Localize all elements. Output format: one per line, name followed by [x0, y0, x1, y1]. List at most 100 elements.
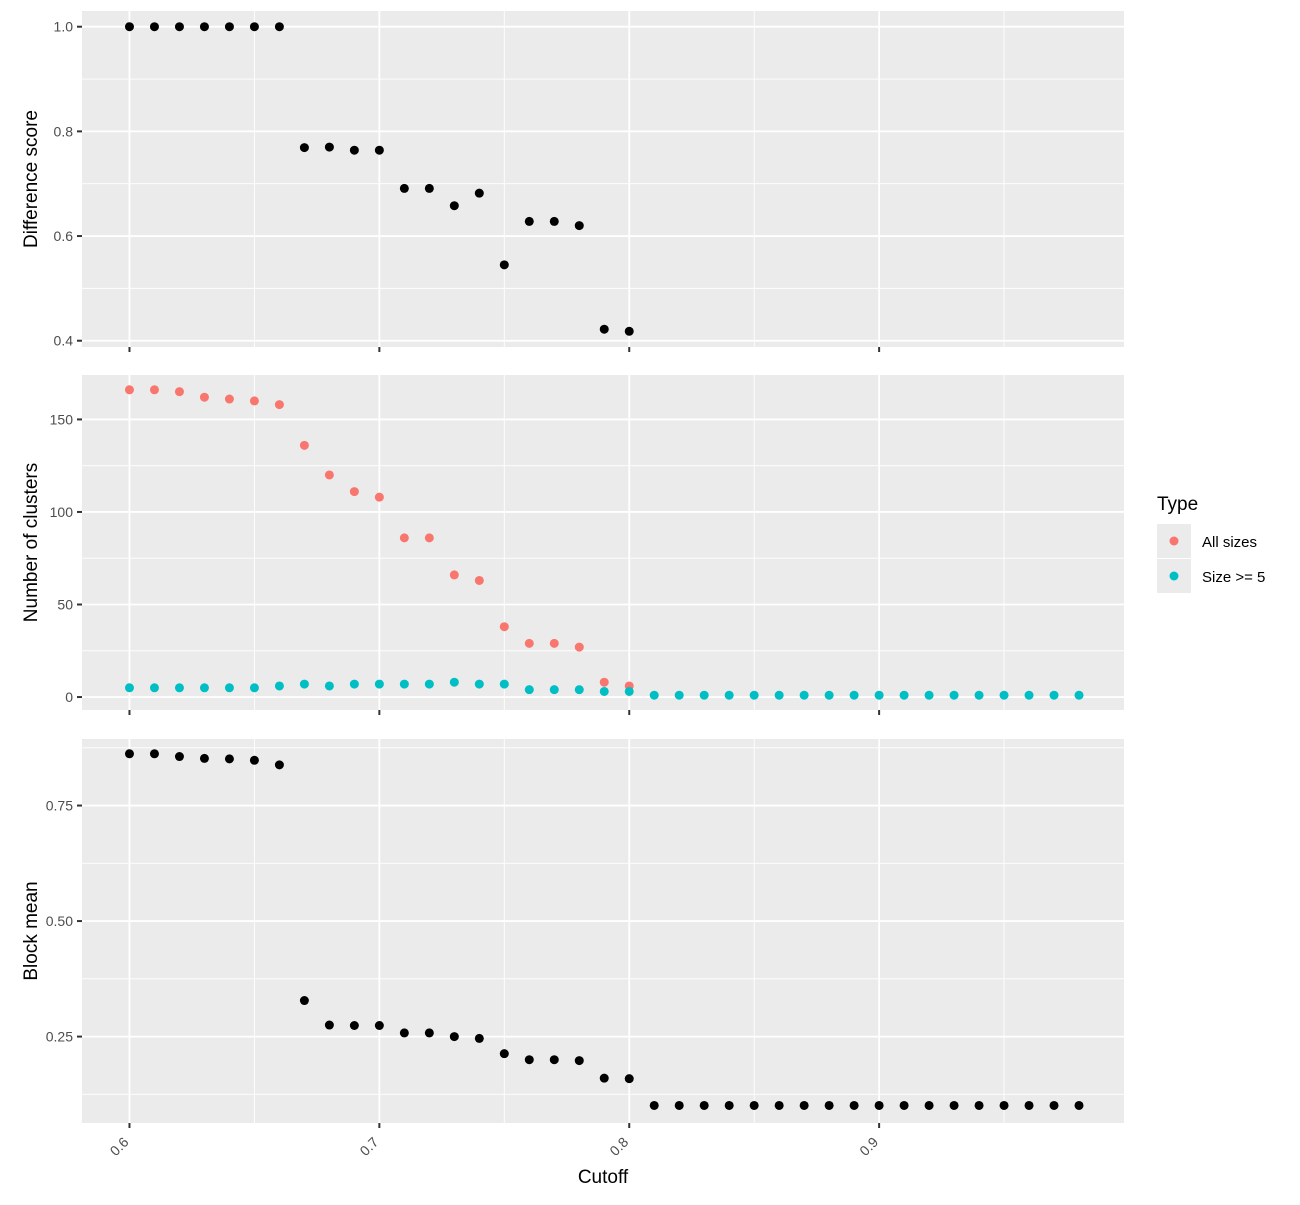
- data-point: [274, 400, 284, 410]
- data-point: [449, 570, 459, 580]
- y-tick-label: 0.6: [54, 228, 74, 244]
- data-point: [324, 470, 334, 480]
- data-point: [749, 1100, 759, 1110]
- data-point: [824, 1100, 834, 1110]
- data-point: [524, 1055, 534, 1065]
- data-point: [349, 1020, 359, 1030]
- data-point: [374, 492, 384, 502]
- data-point: [449, 201, 459, 211]
- data-point: [349, 679, 359, 689]
- data-point: [999, 690, 1009, 700]
- series-2-2: [124, 677, 1084, 700]
- data-point: [349, 487, 359, 497]
- y-tick-label: 0: [65, 689, 73, 705]
- panel-1: 0.4 0.6 0.8 1.0 Difference score: [21, 11, 1124, 352]
- data-point: [474, 188, 484, 198]
- data-point: [149, 22, 159, 32]
- data-point: [474, 679, 484, 689]
- data-point: [724, 690, 734, 700]
- data-point: [299, 143, 309, 153]
- x-tick-label: 0.7: [356, 1134, 381, 1159]
- data-point: [1049, 1100, 1059, 1110]
- data-point: [649, 1100, 659, 1110]
- data-point: [124, 683, 134, 693]
- data-point: [649, 690, 659, 700]
- data-point: [549, 216, 559, 226]
- y-tick-label: 150: [50, 411, 74, 427]
- data-point: [199, 392, 209, 402]
- data-point: [549, 1055, 559, 1065]
- data-point: [249, 683, 259, 693]
- data-point: [474, 575, 484, 585]
- data-point: [149, 749, 159, 759]
- data-point: [349, 145, 359, 155]
- data-point: [774, 1100, 784, 1110]
- data-point: [949, 1100, 959, 1110]
- y-axis-title: Number of clusters: [21, 463, 42, 622]
- data-point: [199, 753, 209, 763]
- series-1-1: [124, 22, 634, 336]
- data-point: [249, 396, 259, 406]
- data-point: [824, 690, 834, 700]
- panel-3: 0.25 0.50 0.75 Block mean 0.6 0.7 0.8 0.9: [21, 739, 1124, 1159]
- data-point: [174, 22, 184, 32]
- data-point: [599, 1073, 609, 1083]
- data-point: [499, 1049, 509, 1059]
- data-point: [174, 752, 184, 762]
- x-tick-label: 0.8: [606, 1134, 631, 1159]
- data-point: [599, 677, 609, 687]
- y-tick-label: 0.8: [54, 123, 74, 139]
- data-point: [899, 1100, 909, 1110]
- data-point: [199, 22, 209, 32]
- data-point: [124, 385, 134, 395]
- legend-label-size-5: Size >= 5: [1202, 569, 1265, 586]
- data-point: [424, 183, 434, 193]
- series-2-1: [124, 385, 634, 691]
- data-point: [249, 22, 259, 32]
- data-point: [374, 1020, 384, 1030]
- data-point: [449, 677, 459, 687]
- data-point: [924, 1100, 934, 1110]
- data-point: [674, 690, 684, 700]
- data-point: [324, 681, 334, 691]
- y-tick-label: 50: [57, 597, 73, 613]
- data-point: [574, 1056, 584, 1066]
- data-point: [549, 685, 559, 695]
- data-point: [599, 686, 609, 696]
- data-point: [949, 690, 959, 700]
- data-point: [399, 183, 409, 193]
- data-point: [974, 1100, 984, 1110]
- data-point: [374, 145, 384, 155]
- data-point: [974, 690, 984, 700]
- data-point: [524, 638, 534, 648]
- data-point: [224, 394, 234, 404]
- data-point: [424, 679, 434, 689]
- y-tick-label: 0.50: [46, 913, 73, 929]
- x-axis-title: Cutoff: [578, 1167, 629, 1188]
- data-point: [324, 1020, 334, 1030]
- data-point: [749, 690, 759, 700]
- panel-background: [82, 375, 1124, 710]
- data-point: [424, 533, 434, 543]
- data-point: [174, 683, 184, 693]
- legend-title: Type: [1157, 494, 1198, 515]
- series-3-1: [124, 749, 1084, 1110]
- data-point: [299, 679, 309, 689]
- data-point: [399, 533, 409, 543]
- data-point: [399, 1028, 409, 1038]
- panel-background: [82, 11, 1124, 347]
- data-point: [574, 642, 584, 652]
- data-point: [499, 622, 509, 632]
- data-point: [1049, 690, 1059, 700]
- data-point: [899, 690, 909, 700]
- data-point: [624, 1074, 634, 1084]
- y-tick-label: 1.0: [54, 19, 74, 35]
- data-point: [574, 221, 584, 231]
- data-point: [499, 260, 509, 270]
- data-point: [299, 440, 309, 450]
- data-point: [199, 683, 209, 693]
- data-point: [524, 685, 534, 695]
- y-tick-label: 0.25: [46, 1029, 73, 1045]
- data-point: [924, 690, 934, 700]
